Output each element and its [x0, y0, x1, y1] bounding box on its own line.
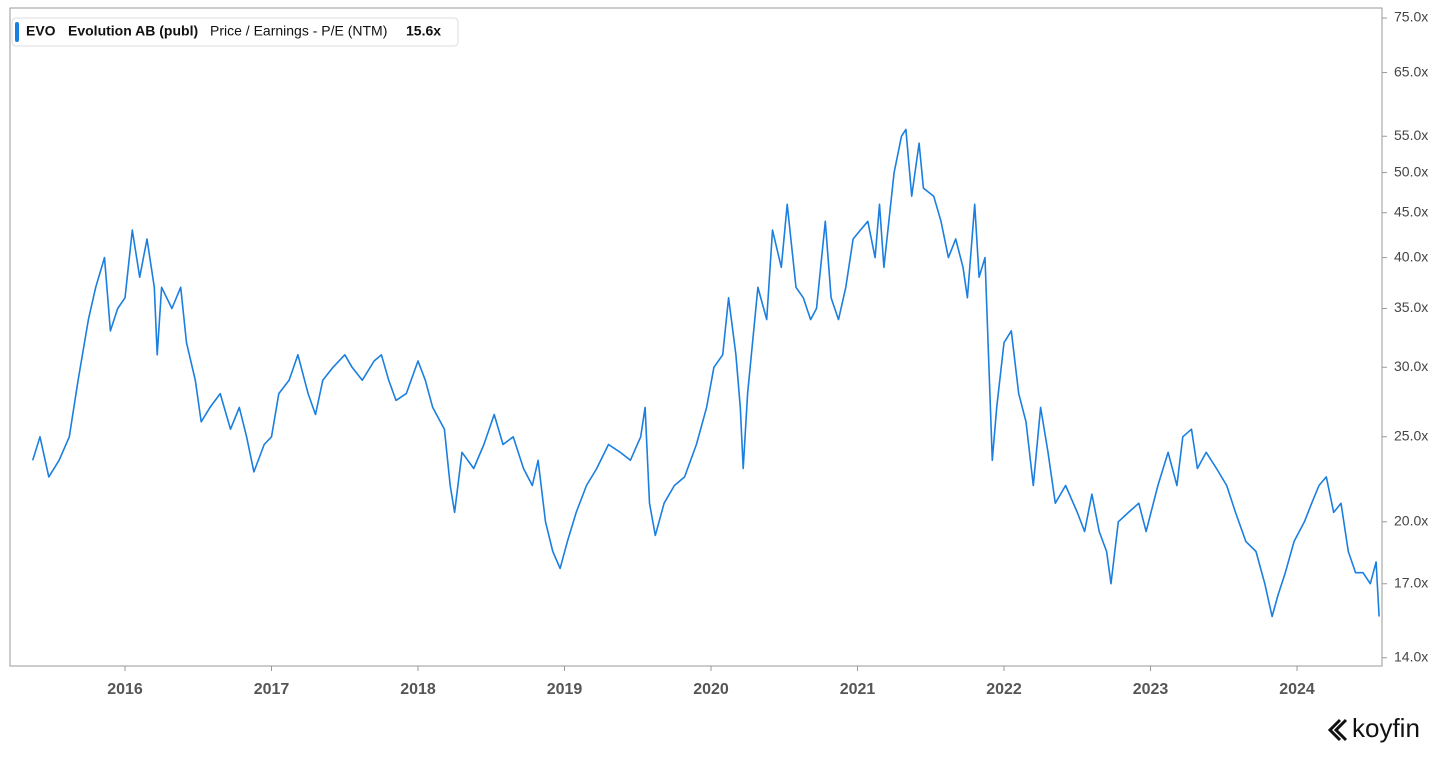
x-tick-label: 2024	[1279, 681, 1315, 698]
y-tick-label: 55.0x	[1394, 127, 1428, 143]
y-tick-label: 14.0x	[1394, 648, 1428, 664]
legend-current: 15.6x	[406, 23, 441, 39]
legend-box	[11, 17, 459, 47]
x-tick-label: 2019	[547, 681, 583, 698]
legend-ticker: EVO	[26, 23, 56, 39]
x-tick-label: 2021	[840, 681, 876, 698]
x-tick-label: 2022	[986, 681, 1022, 698]
plot-frame	[9, 7, 1383, 667]
y-tick-label: 50.0x	[1394, 163, 1428, 179]
legend-swatch	[15, 22, 19, 42]
x-tick-label: 2023	[1133, 681, 1169, 698]
y-tick-label: 25.0x	[1394, 427, 1428, 443]
y-tick-label: 65.0x	[1394, 63, 1428, 79]
y-tick-label: 20.0x	[1394, 513, 1428, 529]
y-tick-label: 35.0x	[1394, 299, 1428, 315]
series-line	[31, 128, 1380, 618]
x-tick-label: 2017	[254, 681, 290, 698]
y-tick-label: 30.0x	[1394, 358, 1428, 374]
x-tick-label: 2018	[400, 681, 436, 698]
y-tick-label: 75.0x	[1394, 9, 1428, 25]
x-tick-label: 2020	[693, 681, 729, 698]
legend-metric: Price / Earnings - P/E (NTM)	[210, 23, 387, 39]
watermark: koyfin	[1352, 713, 1420, 743]
y-tick-label: 40.0x	[1394, 248, 1428, 264]
y-tick-label: 17.0x	[1394, 574, 1428, 590]
legend-company: Evolution AB (publ)	[68, 23, 198, 39]
x-tick-label: 2016	[107, 681, 143, 698]
logo-icon	[1327, 718, 1348, 742]
y-tick-label: 45.0x	[1394, 203, 1428, 219]
